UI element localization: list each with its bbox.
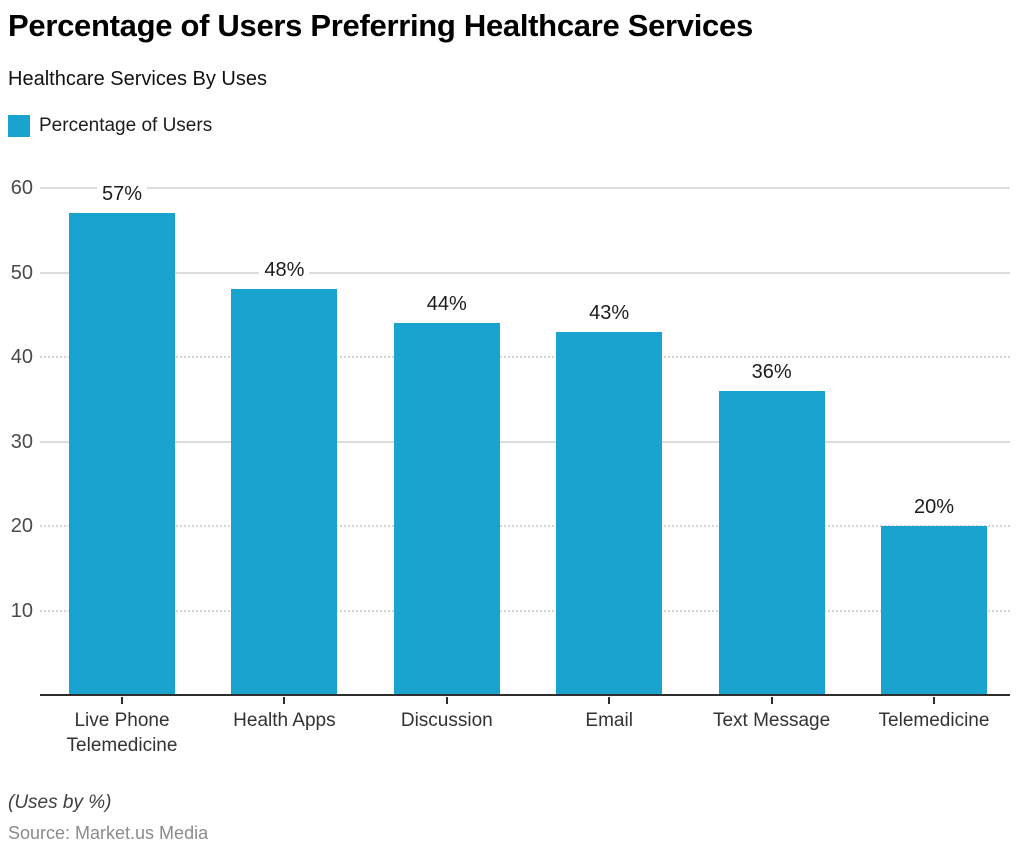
- y-axis-tick-label: 20: [10, 515, 33, 537]
- y-axis-tick-label: 10: [10, 599, 33, 622]
- bar[interactable]: [69, 213, 175, 695]
- chart-title: Percentage of Users Preferring Healthcar…: [8, 8, 753, 43]
- bar-value-label: 43%: [584, 299, 635, 326]
- x-axis-category-label: Email: [585, 710, 633, 731]
- y-axis-tick-label: 60: [10, 177, 33, 199]
- y-axis-tick-label: 40: [10, 346, 33, 368]
- bar[interactable]: [231, 289, 338, 695]
- bar-value-label: 44%: [421, 291, 472, 318]
- bar-value-label: 57%: [96, 181, 148, 208]
- bar[interactable]: [393, 323, 500, 695]
- bar-value-label: 36%: [746, 358, 797, 385]
- bar-value-label: 48%: [259, 257, 310, 284]
- x-axis-tick: [445, 696, 448, 704]
- bar[interactable]: [556, 331, 663, 695]
- gridline: [40, 440, 1010, 443]
- x-axis-category-label: Health Apps: [233, 710, 336, 731]
- x-axis-category-label: Live Phone Telemedicine: [66, 710, 178, 756]
- x-axis-tick: [933, 696, 935, 704]
- x-axis-baseline: [40, 693, 1010, 696]
- x-axis-tick: [283, 696, 286, 704]
- legend-label: Percentage of Users: [39, 115, 213, 136]
- source-credit: Source: Market.us Media: [8, 823, 209, 843]
- gridline: [40, 525, 1010, 527]
- gridline: [40, 271, 1010, 274]
- gridline: [40, 187, 1010, 189]
- bar[interactable]: [881, 526, 987, 695]
- legend-swatch-icon: [8, 115, 30, 137]
- chart-subtitle: Healthcare Services By Uses: [8, 68, 267, 90]
- legend[interactable]: Percentage of Users: [8, 115, 212, 137]
- x-axis-category-label: Telemedicine: [878, 710, 990, 731]
- y-axis-tick-label: 50: [10, 261, 33, 284]
- bar-value-label: 20%: [908, 494, 960, 520]
- x-axis-tick: [121, 696, 123, 704]
- gridline: [40, 609, 1010, 612]
- bar[interactable]: [718, 390, 825, 695]
- y-axis-tick-label: 30: [10, 430, 33, 453]
- axis-unit-note: (Uses by %): [8, 792, 112, 813]
- x-axis-category-label: Discussion: [400, 710, 493, 731]
- gridline: [40, 356, 1010, 358]
- x-axis-category-label: Text Message: [712, 710, 831, 731]
- x-axis-tick: [608, 696, 611, 704]
- x-axis-tick: [770, 696, 773, 704]
